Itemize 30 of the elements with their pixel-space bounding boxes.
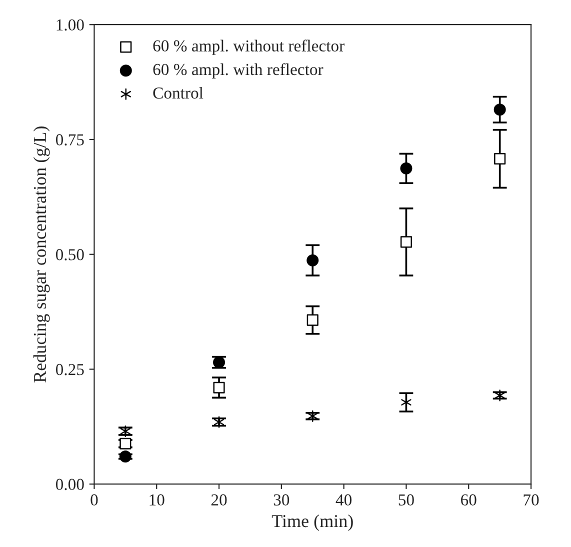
point bbox=[400, 162, 412, 174]
legend-label: Control bbox=[153, 86, 204, 99]
y-tick-label: 0.00 bbox=[56, 478, 84, 490]
x-tick-label: 30 bbox=[274, 494, 290, 506]
y-tick-label: 1.00 bbox=[56, 19, 84, 31]
point bbox=[400, 236, 412, 248]
point bbox=[120, 425, 130, 438]
point bbox=[494, 104, 506, 116]
point bbox=[494, 390, 505, 402]
x-tick-label: 50 bbox=[398, 494, 414, 506]
y-tick-label: 0.50 bbox=[56, 249, 84, 260]
y-axis-title: Reducing sugar concentration (g/L) bbox=[33, 126, 50, 382]
x-tick-label: 20 bbox=[211, 494, 227, 506]
point bbox=[494, 153, 506, 165]
legend-label: 60 % ampl. with reflector bbox=[153, 63, 324, 79]
point bbox=[306, 314, 318, 326]
x-tick-label: 10 bbox=[150, 494, 164, 506]
y-tick-label: 0.75 bbox=[56, 134, 84, 146]
point bbox=[213, 382, 225, 394]
x-tick-label: 60 bbox=[461, 494, 476, 506]
point bbox=[306, 254, 319, 266]
point bbox=[308, 410, 318, 422]
x-axis-title: Time (min) bbox=[272, 514, 353, 531]
point bbox=[119, 450, 132, 463]
y-tick-label: 0.25 bbox=[56, 364, 84, 376]
legend-label: 60 % ampl. without reflector bbox=[153, 40, 344, 55]
x-tick-label: 40 bbox=[336, 494, 352, 506]
x-tick-label: 70 bbox=[524, 494, 539, 506]
x-tick-label: 0 bbox=[90, 494, 98, 506]
point bbox=[214, 416, 224, 428]
